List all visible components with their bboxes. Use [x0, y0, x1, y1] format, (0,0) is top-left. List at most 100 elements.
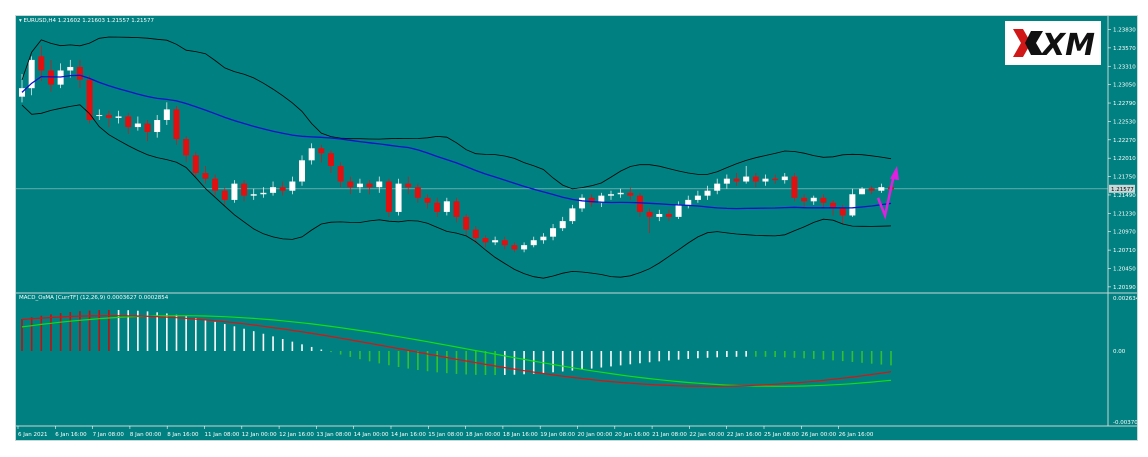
candle [521, 245, 528, 250]
candle [878, 187, 885, 191]
xm-logo: XM [1005, 21, 1101, 65]
candle [395, 183, 402, 212]
candle [86, 79, 93, 120]
candle [115, 116, 122, 118]
chart-canvas[interactable]: 1.23830 1.23570 1.23310 1.23050 1.22790 1.225… [16, 16, 1137, 440]
time-label: 20 Jan 00:00 [578, 432, 613, 438]
time-label: 6 Jan 16:00 [55, 432, 87, 438]
dropdown-triangle-icon[interactable]: ▾ [19, 18, 22, 24]
projection-arrow-icon [876, 174, 896, 220]
candle [453, 201, 460, 217]
candle [405, 183, 412, 188]
price-label: 1.23050 [1113, 83, 1136, 89]
candle [511, 245, 518, 250]
candle [714, 183, 721, 191]
candle [627, 192, 634, 196]
candle [723, 178, 730, 184]
candle [289, 181, 296, 191]
chart-window[interactable]: 1.23830 1.23570 1.23310 1.23050 1.22790 1.225… [15, 15, 1138, 441]
candle [492, 240, 499, 243]
candle [772, 178, 779, 181]
candle [579, 197, 586, 209]
time-label: 12 Jan 16:00 [279, 432, 314, 438]
time-label: 15 Jan 08:00 [428, 432, 463, 438]
price-label: 1.23570 [1113, 46, 1136, 52]
current-price-label: 1.21577 [1111, 187, 1134, 193]
macd-header: MACD_OsMA [CurrTF] (12,26,9) 0.0003627 0… [19, 295, 169, 301]
time-label: 8 Jan 00:00 [130, 432, 162, 438]
candle [646, 211, 653, 217]
candle [260, 192, 267, 195]
candle [559, 221, 566, 229]
candle [76, 66, 83, 80]
candle [424, 197, 431, 203]
time-label: 11 Jan 08:00 [205, 432, 240, 438]
macd-main-line [21, 315, 892, 387]
candle [144, 123, 151, 133]
time-label: 21 Jan 08:00 [652, 432, 687, 438]
candle [656, 214, 663, 217]
candle [279, 187, 286, 191]
price-label: 1.21750 [1113, 175, 1136, 181]
candle [482, 238, 489, 243]
candle [414, 187, 421, 198]
price-label: 1.20970 [1113, 230, 1136, 236]
moving-average-line [21, 74, 892, 210]
candle [810, 197, 817, 202]
candle [19, 88, 25, 97]
candle [868, 188, 875, 191]
candle [665, 214, 672, 217]
candle [781, 176, 788, 181]
candle [743, 176, 750, 182]
time-label: 14 Jan 16:00 [391, 432, 426, 438]
time-label: 26 Jan 00:00 [801, 432, 836, 438]
candle [830, 202, 837, 209]
time-label: 14 Jan 00:00 [354, 432, 389, 438]
time-label: 22 Jan 16:00 [727, 432, 762, 438]
time-label: 13 Jan 08:00 [316, 432, 351, 438]
time-label: 26 Jan 16:00 [839, 432, 874, 438]
candle [762, 178, 769, 182]
candle [607, 194, 614, 196]
candle [366, 183, 373, 188]
candle [134, 123, 141, 128]
candle [192, 155, 199, 174]
svg-text:XM: XM [1040, 28, 1095, 63]
arrow-head [890, 165, 899, 181]
candle [434, 202, 441, 212]
candle [105, 115, 112, 118]
candle [299, 160, 306, 182]
candle [47, 70, 54, 85]
price-label: 1.21230 [1113, 211, 1136, 217]
candle [859, 188, 866, 195]
axes: 1.23830 1.23570 1.23310 1.23050 1.22790 1.225… [16, 16, 1137, 438]
candle [685, 199, 692, 205]
current-price-box [1109, 184, 1135, 193]
candle [327, 153, 334, 166]
candle [791, 176, 798, 198]
price-label: 1.22530 [1113, 119, 1136, 125]
candle [636, 195, 643, 212]
candle [704, 190, 711, 196]
candle [318, 148, 325, 154]
symbol-info: EURUSD,H4 1.21602 1.21603 1.21557 1.2157… [23, 18, 154, 24]
price-label: 1.22790 [1113, 101, 1136, 107]
candle [347, 181, 354, 188]
candle [733, 178, 740, 182]
price-label: 1.20450 [1113, 266, 1136, 272]
candle [231, 183, 238, 200]
candle [839, 208, 846, 216]
candle [212, 178, 219, 191]
time-label: 22 Jan 00:00 [689, 432, 724, 438]
candle [221, 190, 228, 200]
price-panel [16, 36, 1108, 279]
candle [463, 216, 470, 230]
main-chart-header: ▾ EURUSD,H4 1.21602 1.21603 1.21557 1.21… [19, 18, 154, 24]
time-label: 18 Jan 00:00 [466, 432, 501, 438]
price-label: 1.23310 [1113, 64, 1136, 70]
time-label: 7 Jan 08:00 [93, 432, 125, 438]
bollinger-upper [21, 36, 892, 190]
candle [356, 183, 363, 188]
candle [270, 187, 277, 193]
